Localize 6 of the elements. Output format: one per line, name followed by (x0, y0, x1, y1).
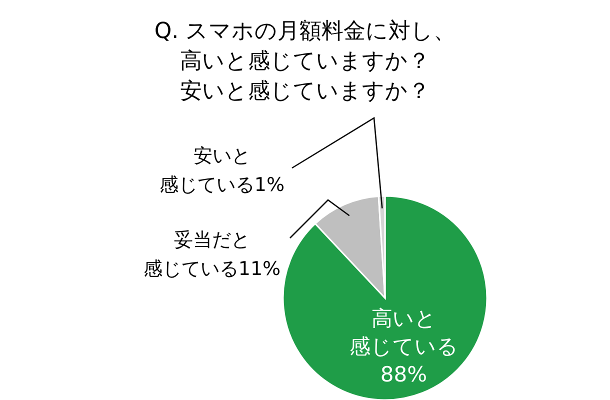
chart-title: Q. スマホの月額料金に対し、高いと感じていますか？安いと感じていますか？ (154, 19, 456, 104)
data-label: 88% (380, 362, 428, 386)
data-label: 1% (254, 174, 285, 196)
slice-label: 高いと感じている (349, 306, 458, 358)
slice-label: 安いと感じている (159, 145, 254, 196)
data-label: 11% (238, 258, 281, 280)
